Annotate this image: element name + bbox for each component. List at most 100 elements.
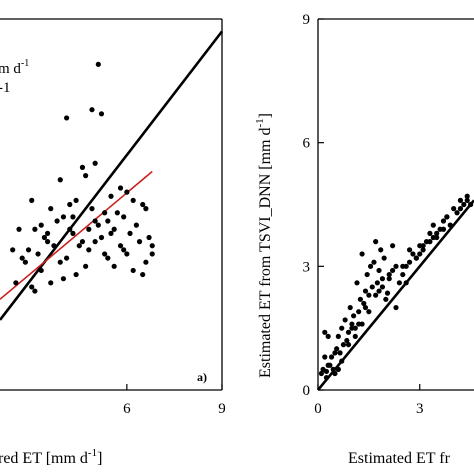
panel-b-data-point [390,267,396,274]
panel-b-data-point [434,230,440,236]
panel-b-data-point [335,366,341,372]
panel-b-y-axis-title: Estimated ET from TSVI_DNN [mm d-1] [254,113,274,378]
panel-b-data-point [410,251,416,257]
panel-a-data-point [73,271,79,278]
panel-a-data-point [105,255,111,261]
panel-b-data-point [376,267,382,274]
panel-a-x-axis-title: red ET [mm d-1] [0,447,102,467]
panel-a-data-point [86,226,92,232]
panel-b-data-point [349,321,355,327]
panel-b-data-point [384,290,391,296]
panel-a-data-point [51,243,57,249]
panel-b-data-point [359,251,365,257]
panel-b-data-point [330,366,336,372]
panel-a-data-point [130,267,136,274]
panel-a-data-point [102,210,108,216]
panel-a-data-point [44,230,51,236]
panel-b-data-point [322,329,328,335]
panel-b-data-point [430,222,436,228]
panel-a-data-point [13,280,19,286]
panel-a-data-point [22,259,28,265]
panel-b-data-point [396,280,402,286]
panel-b-data-point [362,288,369,294]
panel-a-data-point [89,206,95,212]
panel-b-data-point [461,201,467,208]
panel-b-data-point [381,255,387,261]
panel-a-data-point [98,234,105,241]
panel-a-data-point [117,243,124,249]
panel-b-data-point [468,201,474,208]
panel-b-data-point [357,296,363,302]
panel-b-data-point [345,329,352,335]
panel-a-data-point [111,226,117,232]
panel-a-data-point [67,226,73,232]
panel-b-data-point [352,333,358,340]
panel-a-data-point [140,271,146,278]
panel-b-data-point [337,350,343,356]
panel-b-data-point [342,317,348,323]
panel-a-data-point [48,206,54,212]
panel-b-x-tick-label: 3 [416,401,424,417]
panel-a-data-point [92,218,98,224]
panel-a-annotation: m d-1 [0,58,29,77]
panel-a-data-point [79,164,86,170]
panel-b-lines [316,199,474,391]
panel-a-data-point [111,263,117,269]
panel-b-data-point [366,292,372,298]
panel-a-data-point [114,210,120,216]
panel-b-y-tick-label: 6 [303,136,311,152]
panel-b-y-tick-label: 0 [303,383,311,399]
panel-a-data-point [108,193,114,199]
panel-b-data-point [328,354,335,360]
panel-a-data-point [25,247,32,253]
panel-a-data-point [95,61,101,67]
panel-a-data-point [83,173,89,179]
panel-a-data-point [41,234,48,241]
panel-a-data-point [64,255,70,261]
panel-a-data-point [44,239,51,245]
panel-b-data-point [340,342,347,348]
panel-b-data-point [383,296,389,302]
panel-b-data-point [454,210,460,216]
panel-b-data-point [376,288,382,294]
panel-b-data-point [379,276,386,282]
panel-b-data-point [364,271,370,278]
panel-b-data-point [335,333,341,340]
panel-b-data-point [451,206,457,212]
panel-b-data-point [362,304,369,311]
panel-a-data-point [105,218,111,224]
panel-a-data-point [92,239,98,245]
panel-b-data-point [369,284,375,290]
panel-a-data-point [130,197,136,203]
panel-b-data-point [332,350,338,356]
panel-a-data-point [38,222,44,228]
panel-b-data-point [386,276,392,282]
panel-a-data-point [124,251,130,257]
panel-a-data-point [35,251,41,257]
panel-b-data-point [339,358,345,364]
panel-b-data-point [403,263,409,269]
panel-a-data-point [92,160,98,166]
panel-b-data-point [406,247,413,253]
panel-b-x-tick-label: 0 [314,401,322,417]
panel-b-data-point [347,304,353,311]
panel-a-data-point [73,197,79,203]
panel-b-data-point [334,346,340,352]
panel-b-data-point [339,325,345,331]
panel-b-x-axis-title: Estimated ET fr [348,450,451,467]
panel-b-points [318,193,474,381]
panel-b-data-point [332,370,338,377]
panel-a-data-point [89,107,95,113]
panel-a-data-point [86,247,92,253]
panel-b-data-point [325,333,331,340]
panel-a-data-point [83,263,89,269]
panel-b-data-point [390,243,396,249]
panel-a-x-tick-label: 9 [218,401,226,417]
panel-b-data-point [420,243,426,249]
panel-a-data-point [64,115,70,121]
panel-b-data-point [413,255,419,261]
panel-a-data-point [57,259,63,265]
